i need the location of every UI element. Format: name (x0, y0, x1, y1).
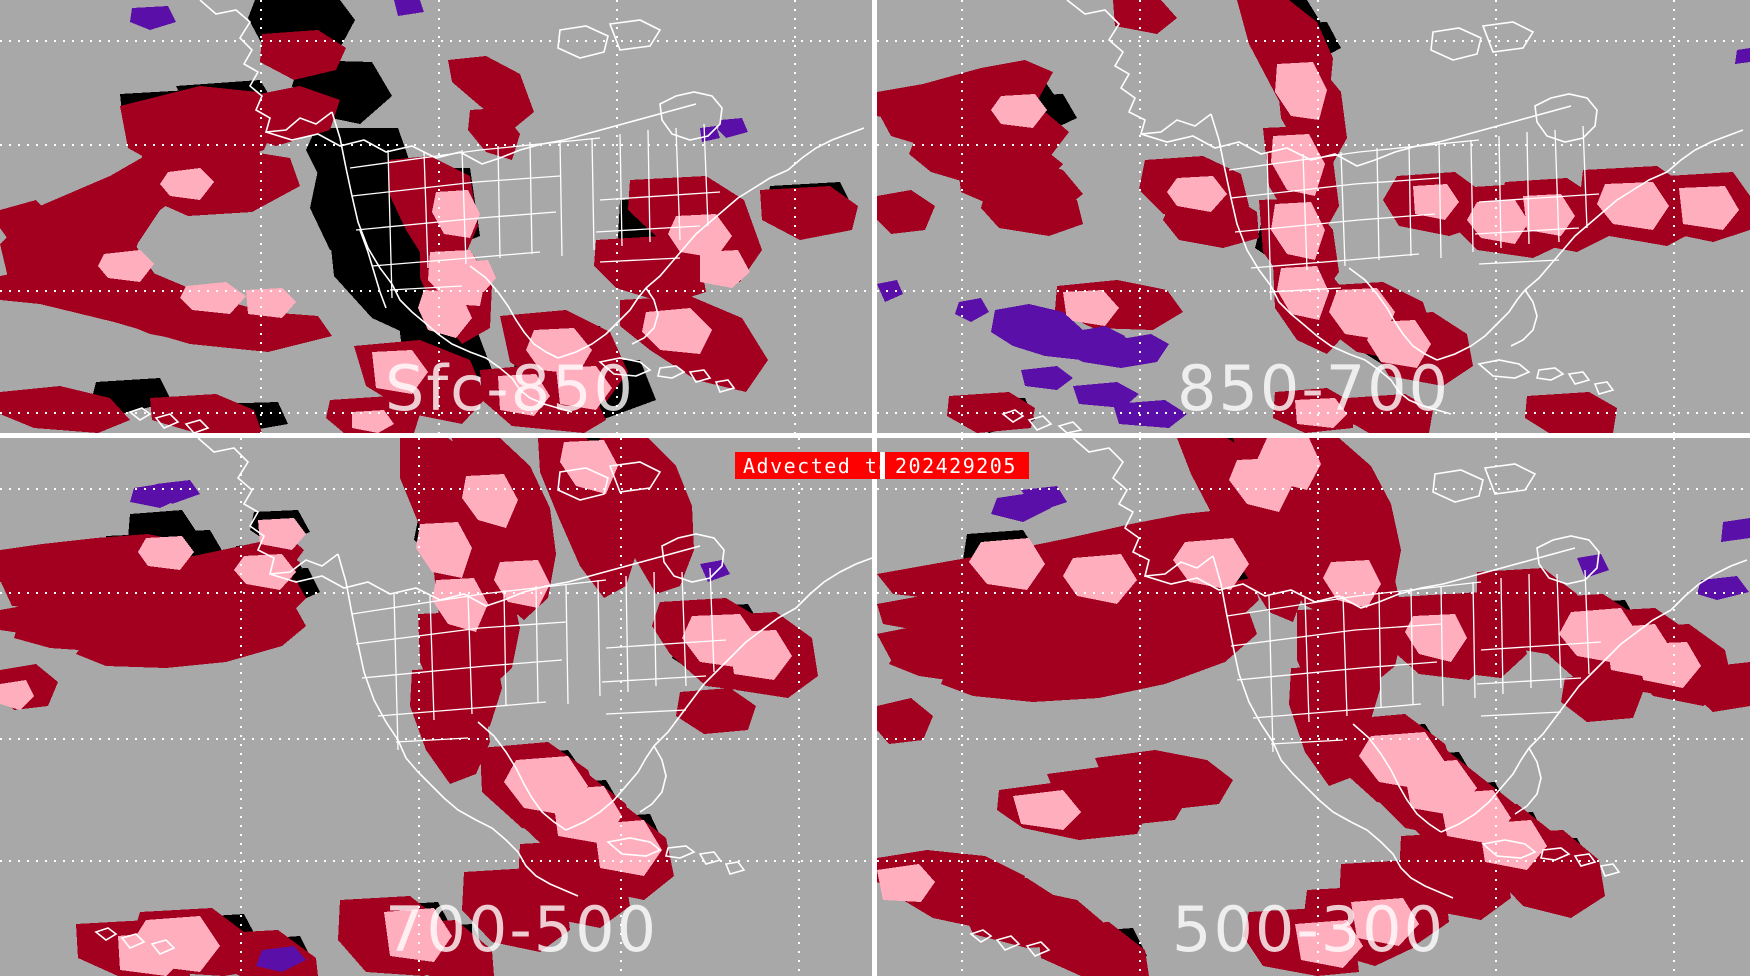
graticule-lon (1139, 438, 1141, 976)
panel-divider-vertical (872, 0, 877, 976)
graticule-lat (877, 592, 1750, 594)
graticule-lon (620, 438, 622, 976)
graticule-lon (438, 0, 440, 433)
graticule-lat (0, 40, 872, 42)
graticule-lat (0, 488, 872, 490)
graticule-lat (877, 860, 1750, 862)
graticule-lon (1495, 0, 1497, 433)
graticule-lat (0, 412, 872, 414)
panel-500-300: 500-300 (877, 438, 1750, 976)
graticule-lon (1139, 0, 1141, 433)
graticule-lat (877, 488, 1750, 490)
panel-divider-horizontal (0, 433, 1750, 438)
graticule-lon (961, 438, 963, 976)
graticule-lon (1317, 0, 1319, 433)
geography-overlay-500-300 (877, 438, 1750, 976)
graticule-lon (1673, 0, 1675, 433)
graticule-lon (794, 0, 796, 433)
geography-overlay-sfc-850 (0, 0, 872, 433)
graticule-lon (1317, 438, 1319, 976)
graticule-lon (240, 438, 242, 976)
data-raster-700-500 (0, 438, 872, 976)
graticule-lat (877, 144, 1750, 146)
graticule-lat (877, 738, 1750, 740)
graticule-lat (0, 860, 872, 862)
graticule-lat (0, 290, 872, 292)
graticule-lon (418, 438, 420, 976)
graticule-lon (1495, 438, 1497, 976)
graticule-lat (0, 144, 872, 146)
graticule-lat (0, 738, 872, 740)
geography-overlay-850-700 (877, 0, 1750, 433)
graticule-lat (877, 290, 1750, 292)
graticule-lat (0, 592, 872, 594)
graticule-lon (798, 438, 800, 976)
geography-overlay-700-500 (0, 438, 872, 976)
graticule-lon (1673, 438, 1675, 976)
data-raster-sfc-850 (0, 0, 872, 433)
graticule-lat (877, 40, 1750, 42)
panel-850-700: 850-700 (877, 0, 1750, 433)
panel-sfc-850: Sfc-850 (0, 0, 872, 433)
graticule-lat (877, 412, 1750, 414)
graticule-lon (961, 0, 963, 433)
graticule-lon (260, 0, 262, 433)
panel-700-500: 700-500 (0, 438, 872, 976)
graticule-lon (616, 0, 618, 433)
